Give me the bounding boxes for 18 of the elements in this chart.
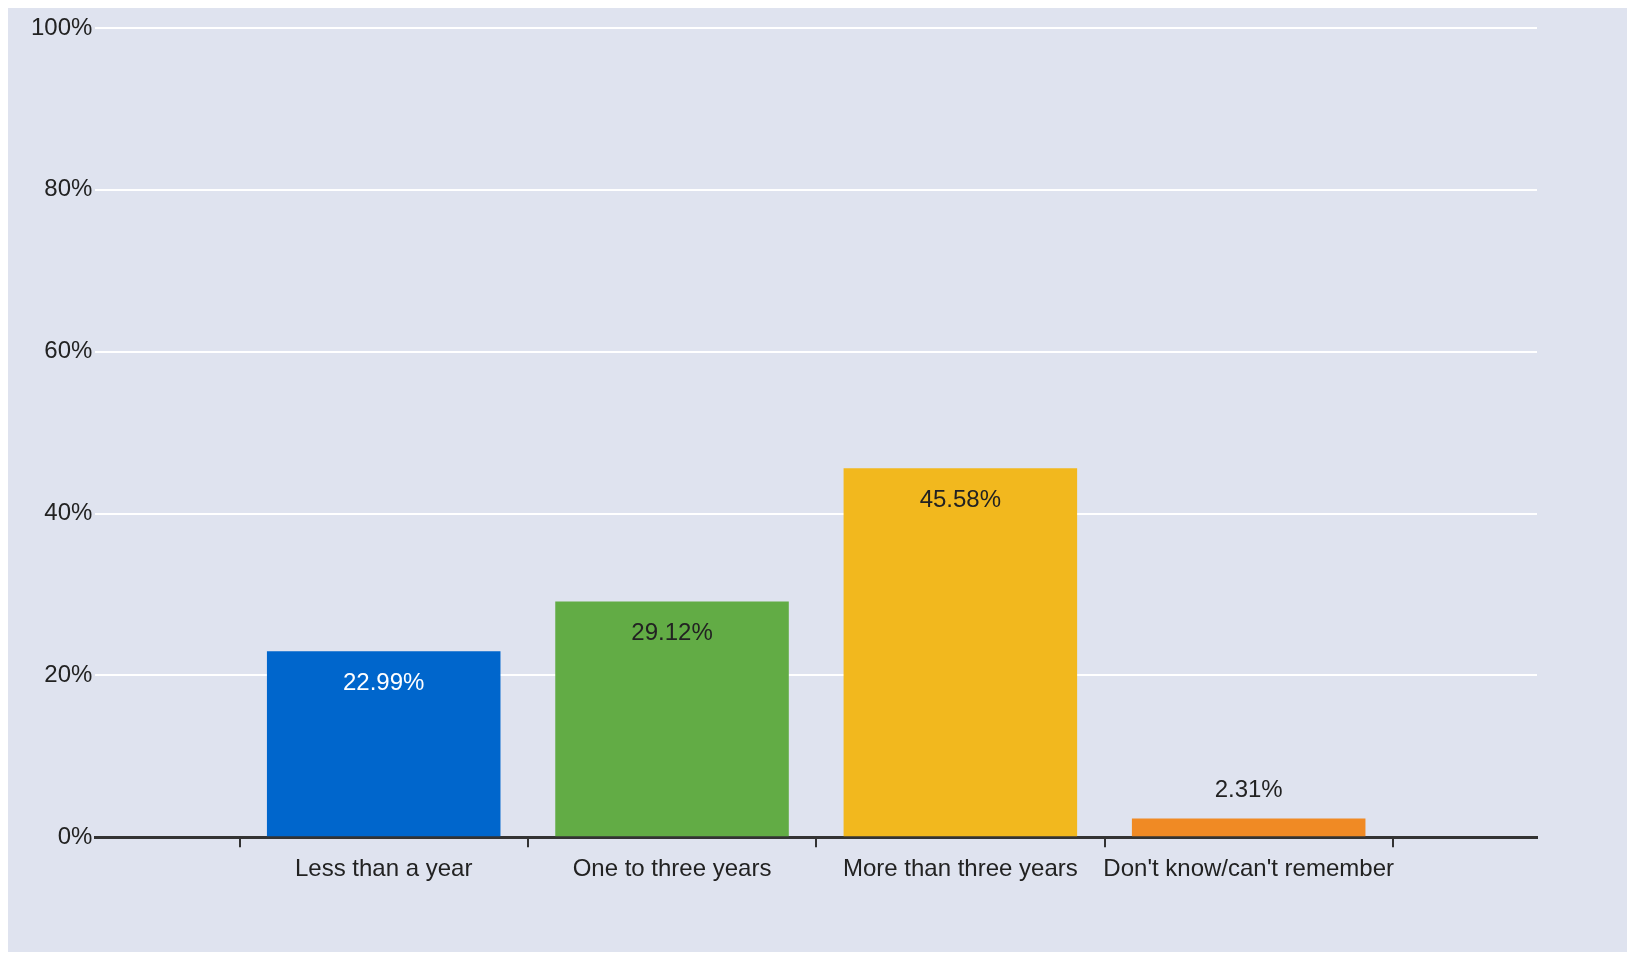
y-tick-label: 20% — [44, 659, 93, 687]
x-tick-label: Less than a year — [294, 854, 473, 882]
x-tick-label: One to three years — [572, 854, 772, 882]
y-tick-label: 80% — [44, 174, 93, 202]
y-tick-label: 100% — [30, 12, 93, 40]
bar — [266, 651, 501, 837]
y-tick-label: 40% — [44, 498, 93, 526]
bar — [843, 468, 1078, 837]
data-label: 2.31% — [1214, 775, 1283, 803]
bar — [1131, 818, 1366, 837]
y-tick-label: 0% — [57, 821, 93, 849]
x-tick-label: More than three years — [842, 854, 1078, 882]
data-label: 22.99% — [343, 667, 425, 695]
data-label: 45.58% — [919, 484, 1002, 512]
bar — [555, 601, 789, 837]
data-label: 29.12% — [631, 618, 713, 646]
y-tick-label: 60% — [44, 336, 93, 364]
x-tick-label: Don't know/can't remember — [1103, 854, 1394, 882]
